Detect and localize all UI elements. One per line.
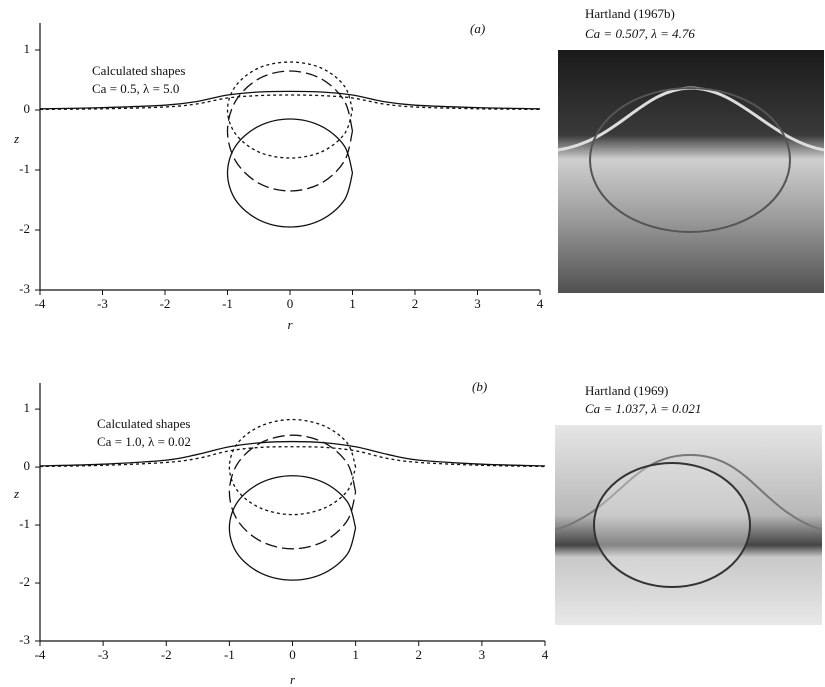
page: {"chart_data": [ {"type": "line", "panel…	[0, 0, 825, 687]
shape-curve	[228, 71, 353, 191]
x-tick-label: -3	[98, 647, 109, 662]
x-tick-label: 3	[474, 296, 481, 311]
x-tick-label: -4	[35, 647, 46, 662]
y-tick-label: -1	[19, 516, 30, 531]
drop-outline	[594, 463, 750, 587]
x-tick-label: -4	[35, 296, 46, 311]
annotation: Calculated shapes	[97, 416, 191, 431]
x-tick-label: 1	[352, 647, 359, 662]
x-tick-label: 4	[537, 296, 544, 311]
y-tick-label: 0	[24, 458, 31, 473]
shape-curve	[228, 119, 353, 227]
y-tick-label: -3	[19, 281, 30, 296]
panel-label: (b)	[472, 379, 487, 394]
x-tick-label: 4	[542, 647, 549, 662]
photo-background	[558, 50, 824, 293]
y-tick-label: -1	[19, 161, 30, 176]
y-axis-label: z	[13, 131, 19, 146]
shape-curve	[229, 435, 355, 549]
x-tick-label: -3	[97, 296, 108, 311]
photo-title: Hartland (1967b)	[585, 6, 675, 21]
x-tick-label: 0	[287, 296, 294, 311]
figure: Hartland (1967b) Ca = 0.507, λ = 4.76 Ha…	[0, 0, 825, 687]
x-tick-label: 3	[479, 647, 486, 662]
shape-curve	[229, 420, 355, 515]
panel-label: (a)	[470, 21, 485, 36]
annotation: Ca = 1.0, λ = 0.02	[97, 434, 191, 449]
y-tick-label: -2	[19, 221, 30, 236]
x-tick-label: -2	[161, 647, 172, 662]
photo-caption: Ca = 0.507, λ = 4.76	[585, 26, 695, 41]
photo-title: Hartland (1969)	[585, 383, 668, 398]
x-tick-label: 2	[412, 296, 419, 311]
x-tick-label: 2	[416, 647, 423, 662]
y-tick-label: 1	[24, 400, 31, 415]
x-tick-label: -1	[224, 647, 235, 662]
photo-a	[558, 50, 824, 293]
annotation: Calculated shapes	[92, 63, 186, 78]
x-axis-label: r	[287, 317, 293, 332]
photo-b	[555, 425, 822, 625]
x-tick-label: -1	[222, 296, 233, 311]
x-tick-label: 0	[289, 647, 296, 662]
y-axis-label: z	[13, 486, 19, 501]
x-axis-label: r	[290, 672, 296, 687]
annotation: Ca = 0.5, λ = 5.0	[92, 81, 179, 96]
y-tick-label: 0	[24, 101, 31, 116]
y-tick-label: -2	[19, 574, 30, 589]
shape-curve	[229, 476, 355, 580]
shape-curve	[228, 62, 353, 158]
photo-caption: Ca = 1.037, λ = 0.021	[585, 401, 701, 416]
y-tick-label: 1	[24, 41, 31, 56]
x-tick-label: 1	[349, 296, 356, 311]
y-tick-label: -3	[19, 632, 30, 647]
x-tick-label: -2	[160, 296, 171, 311]
